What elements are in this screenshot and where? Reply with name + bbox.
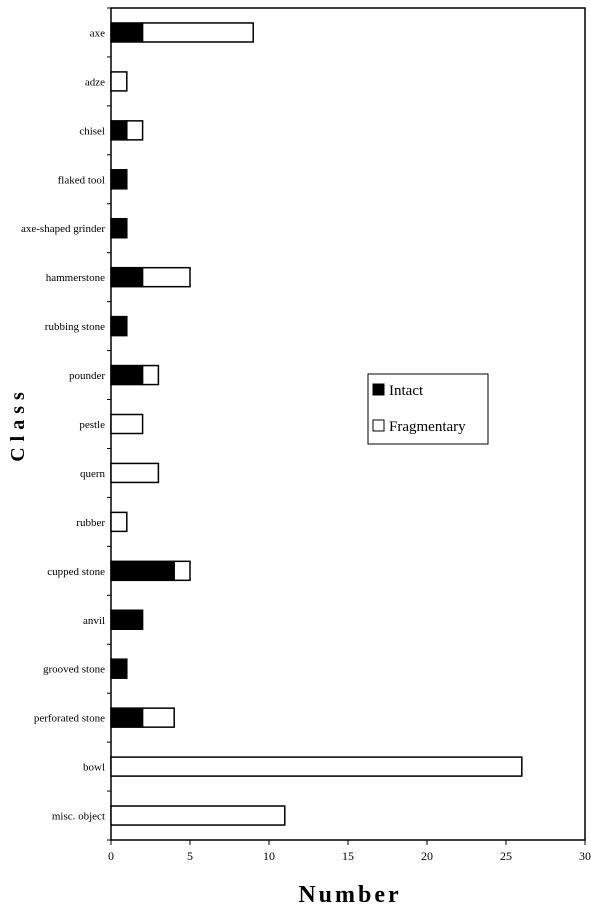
x-tick-label: 0: [108, 849, 114, 863]
bar-intact-grooved-stone: [110, 658, 128, 679]
bar-intact-chisel: [110, 120, 128, 141]
category-label-pounder: pounder: [69, 370, 105, 382]
bar-fragmentary-pounder: [141, 364, 160, 386]
bar-fragmentary-perforated-stone: [141, 707, 175, 728]
category-label-axe: axe: [90, 27, 105, 39]
bar-fragmentary-pestle: [110, 413, 144, 435]
x-tick-label: 30: [579, 849, 591, 863]
category-label-hammerstone: hammerstone: [46, 272, 105, 284]
category-label-rubbing-stone: rubbing stone: [45, 321, 105, 333]
category-label-axe-shaped-grinder: axe-shaped grinder: [21, 223, 105, 235]
legend-label-intact: Intact: [389, 383, 424, 399]
x-tick-label: 25: [500, 849, 512, 863]
category-label-quern: quern: [80, 468, 106, 480]
category-label-adze: adze: [85, 76, 105, 88]
category-label-rubber: rubber: [76, 517, 105, 529]
bar-intact-pounder: [110, 364, 144, 386]
legend-swatch-fragmentary: [372, 419, 385, 432]
plot-area: [110, 7, 586, 841]
bar-fragmentary-adze: [110, 71, 128, 92]
bar-fragmentary-hammerstone: [141, 266, 191, 288]
x-axis-tick-labels: 0 5 10 15 20 25 30: [108, 849, 591, 863]
bar-intact-cupped-stone: [110, 560, 175, 582]
category-label-flaked-tool: flaked tool: [58, 174, 105, 186]
y-axis-title: Class: [7, 386, 29, 462]
x-tick-label: 20: [421, 849, 433, 863]
category-label-cupped-stone: cupped stone: [47, 566, 105, 578]
bar-fragmentary-cupped-stone: [173, 560, 191, 582]
bar-intact-rubbing-stone: [110, 315, 128, 337]
bar-intact-anvil: [110, 609, 144, 631]
bar-intact-hammerstone: [110, 266, 144, 288]
legend-swatch-intact: [372, 383, 385, 396]
category-label-misc-object: misc. object: [52, 811, 105, 823]
category-label-bowl: bowl: [83, 762, 105, 774]
bar-fragmentary-quern: [110, 462, 160, 484]
x-axis-title: Number: [298, 882, 401, 908]
bar-intact-flaked-tool: [110, 169, 128, 190]
x-tick-label: 10: [263, 849, 275, 863]
legend-label-fragmentary: Fragmentary: [389, 419, 466, 435]
bar-fragmentary-axe: [141, 22, 254, 43]
legend-box: [367, 373, 489, 445]
x-tick-label: 15: [342, 849, 354, 863]
bar-fragmentary-chisel: [126, 120, 144, 141]
category-label-chisel: chisel: [79, 125, 105, 137]
bar-intact-axe: [110, 22, 144, 43]
bar-intact-axe-shaped-grinder: [110, 217, 128, 239]
category-label-perforated-stone: perforated stone: [34, 713, 105, 725]
legend: Intact Fragmentary: [367, 373, 489, 445]
x-tick-label: 5: [187, 849, 193, 863]
category-label-anvil: anvil: [83, 615, 105, 627]
bar-fragmentary-rubber: [110, 511, 128, 533]
category-ticks: [107, 7, 111, 841]
bar-intact-perforated-stone: [110, 707, 144, 728]
bar-fragmentary-bowl: [110, 756, 523, 777]
x-axis-ticks: [110, 840, 586, 845]
bars: [110, 22, 523, 826]
category-label-pestle: pestle: [79, 419, 105, 431]
category-labels: axe adze chisel flaked tool axe-shaped grind…: [21, 27, 105, 822]
bar-fragmentary-misc-object: [110, 805, 286, 826]
category-label-grooved-stone: grooved stone: [43, 664, 105, 676]
